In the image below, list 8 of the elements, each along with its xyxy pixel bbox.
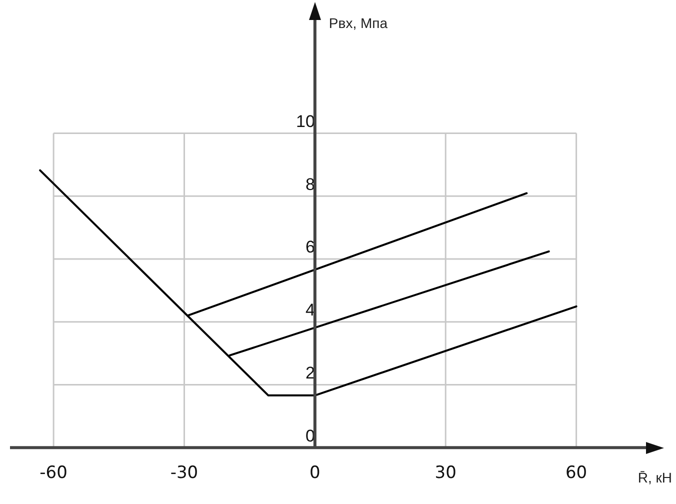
x-tick-label: -60 [40,463,68,484]
x-tick-label: -30 [170,463,198,484]
y-tick-label: 4 [305,300,315,320]
y-axis-title: Рвх, Мпа [328,14,388,31]
x-tick-label: 30 [434,463,456,484]
x-axis-title: R̄, кН [638,469,672,486]
y-tick-label: 2 [305,363,315,382]
x-tick-label: 60 [565,463,588,484]
